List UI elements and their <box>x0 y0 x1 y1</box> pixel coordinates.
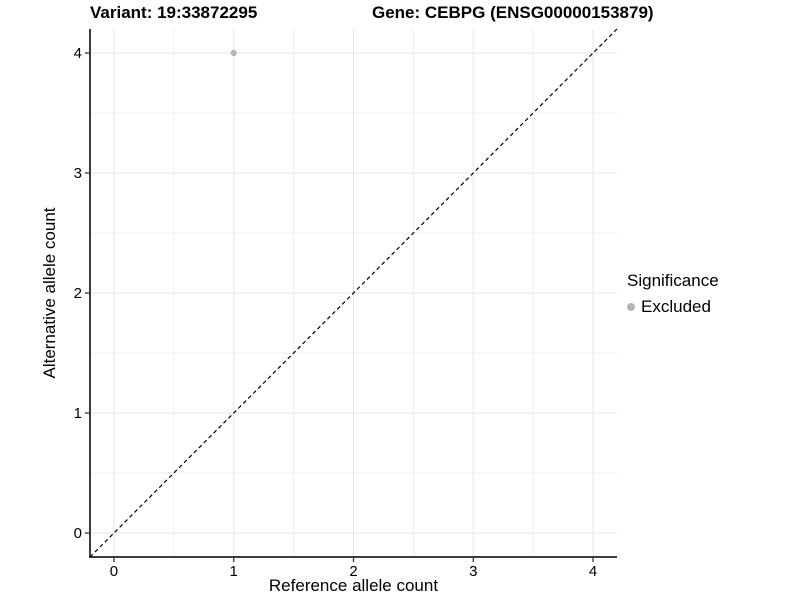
data-point <box>230 49 237 57</box>
x-axis-title: Reference allele count <box>268 576 439 595</box>
plot-title-gene: Gene: CEBPG (ENSG00000153879) <box>372 3 654 22</box>
legend-item-label: Excluded <box>641 297 711 316</box>
x-tick-label: 2 <box>349 563 357 580</box>
x-tick-label: 3 <box>469 563 477 580</box>
x-tick-label: 0 <box>110 563 118 580</box>
legend: Significance Excluded <box>627 271 719 317</box>
y-tick-label: 0 <box>74 525 82 542</box>
y-tick-label: 4 <box>74 45 82 62</box>
y-tick-label: 3 <box>74 165 82 182</box>
plot-title-variant: Variant: 19:33872295 <box>90 3 258 22</box>
legend-item-excluded: Excluded <box>627 297 719 317</box>
x-tick-label: 4 <box>589 563 597 580</box>
y-axis-title: Alternative allele count <box>40 207 59 379</box>
excluded-point-icon <box>627 303 635 311</box>
identity-reference-line <box>89 28 618 558</box>
legend-title: Significance <box>627 271 719 290</box>
x-tick-label: 1 <box>230 563 238 580</box>
y-tick-label: 2 <box>74 285 82 302</box>
y-tick-label: 1 <box>74 405 82 422</box>
